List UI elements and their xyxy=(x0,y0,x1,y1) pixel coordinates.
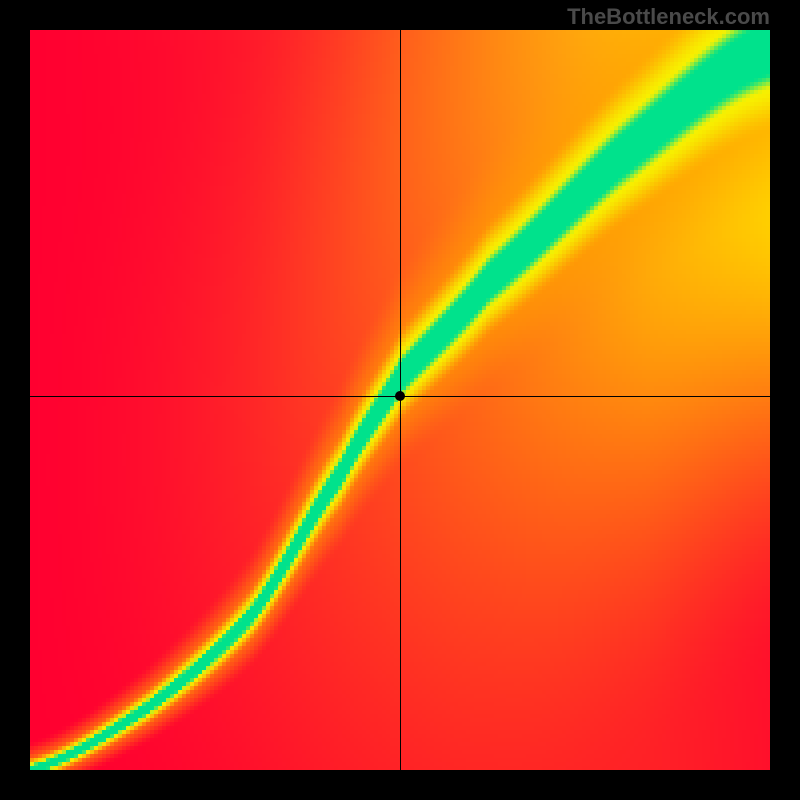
chart-stage: TheBottleneck.com xyxy=(0,0,800,800)
watermark-text: TheBottleneck.com xyxy=(567,4,770,30)
